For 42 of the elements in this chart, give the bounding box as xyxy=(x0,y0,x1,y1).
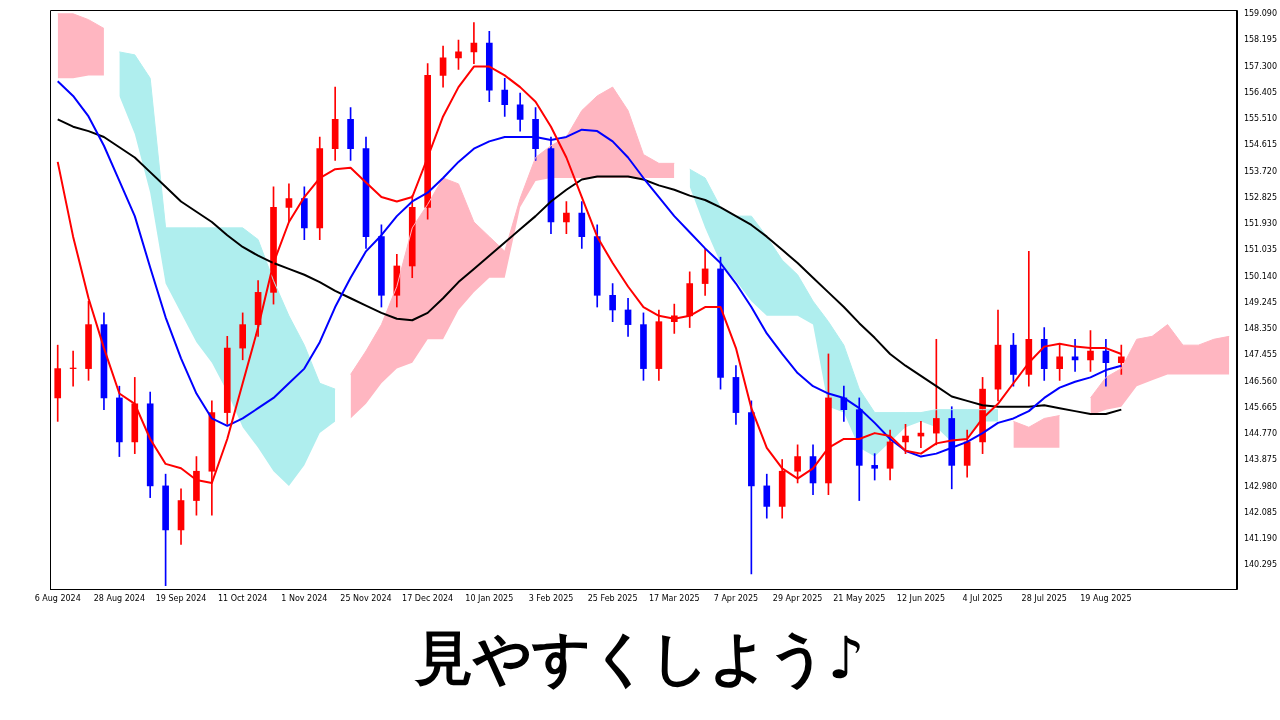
y-tick-label: 146.560 xyxy=(1243,376,1278,386)
y-tick-label: 142.980 xyxy=(1243,481,1278,491)
x-tick-label: 12 Jun 2025 xyxy=(896,594,945,604)
y-tick-label: 153.720 xyxy=(1243,166,1278,176)
x-tick-label: 21 May 2025 xyxy=(833,594,886,604)
y-tick-label: 142.085 xyxy=(1243,507,1278,517)
x-tick-label: 19 Sep 2024 xyxy=(155,594,207,604)
x-tick-label: 1 Nov 2024 xyxy=(281,594,328,604)
text: 見やすくしよう♪ xyxy=(414,623,866,694)
y-tick-label: 156.405 xyxy=(1243,87,1278,97)
y-tick-label: 158.195 xyxy=(1243,35,1278,45)
y-tick-label: 157.300 xyxy=(1243,61,1278,71)
y-tick-label: 151.035 xyxy=(1243,245,1278,255)
y-tick-label: 147.455 xyxy=(1243,350,1278,360)
y-tick-label: 141.190 xyxy=(1243,534,1278,544)
x-tick-label: 11 Oct 2024 xyxy=(217,594,268,604)
x-tick-label: 4 Jul 2025 xyxy=(962,594,1003,604)
y-tick-label: 151.930 xyxy=(1243,219,1278,229)
x-tick-label: 28 Aug 2024 xyxy=(93,594,145,604)
x-tick-label: 29 Apr 2025 xyxy=(772,594,823,604)
x-tick-label: 10 Jan 2025 xyxy=(465,594,514,604)
y-tick-label: 140.295 xyxy=(1243,560,1278,570)
y-tick-label: 145.665 xyxy=(1243,402,1278,412)
x-tick-label: 25 Feb 2025 xyxy=(587,594,638,604)
x-tick-label: 19 Aug 2025 xyxy=(1080,594,1132,604)
y-tick-label: 143.875 xyxy=(1243,455,1278,465)
y-tick-label: 159.090 xyxy=(1243,9,1278,19)
x-tick-label: 17 Dec 2024 xyxy=(402,594,454,604)
y-tick-label: 155.510 xyxy=(1243,114,1278,124)
x-tick-label: 3 Feb 2025 xyxy=(528,594,574,604)
y-tick-label: 148.350 xyxy=(1243,324,1278,334)
y-tick-label: 149.245 xyxy=(1243,297,1278,307)
x-tick-label: 28 Jul 2025 xyxy=(1021,594,1067,604)
x-tick-label: 25 Nov 2024 xyxy=(340,594,392,604)
x-tick-label: 17 Mar 2025 xyxy=(648,594,700,604)
y-tick-label: 152.825 xyxy=(1243,192,1278,202)
candlestick xyxy=(871,453,879,481)
x-tick-label: 6 Aug 2024 xyxy=(34,594,81,604)
y-tick-label: 144.770 xyxy=(1243,429,1278,439)
y-tick-label: 150.140 xyxy=(1243,271,1278,281)
x-tick-label: 7 Apr 2025 xyxy=(713,594,759,604)
y-tick-label: 154.615 xyxy=(1243,140,1278,150)
